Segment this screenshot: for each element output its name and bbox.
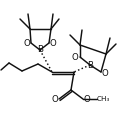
Text: O: O — [50, 40, 56, 49]
Text: O: O — [84, 95, 90, 104]
Text: O: O — [24, 40, 30, 49]
Text: CH₃: CH₃ — [96, 96, 110, 102]
Text: O: O — [72, 53, 78, 62]
Text: B: B — [37, 46, 43, 55]
Text: O: O — [102, 69, 108, 79]
Text: B: B — [87, 60, 93, 69]
Text: O: O — [52, 95, 58, 104]
